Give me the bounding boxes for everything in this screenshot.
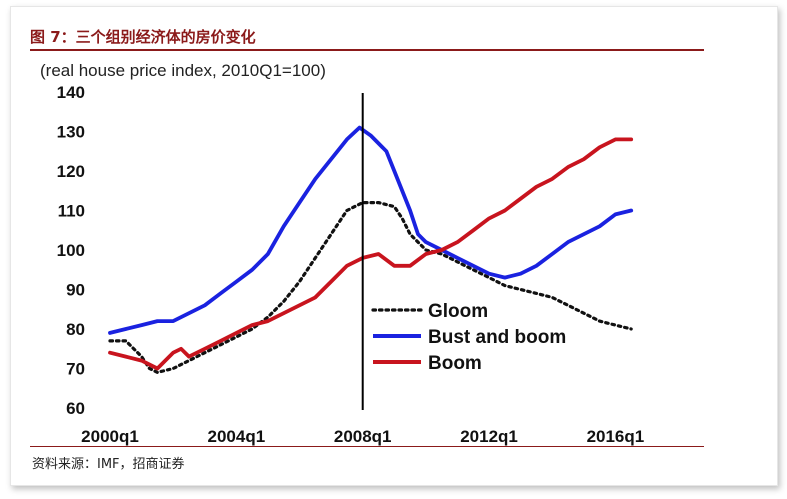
x-tick-label-2000q1: 2000q1 <box>81 427 139 446</box>
series-line-bust-and-boom <box>108 125 634 335</box>
y-tick-label-140: 140 <box>57 83 85 102</box>
y-tick-label-130: 130 <box>57 123 85 142</box>
y-tick-label-60: 60 <box>66 399 85 418</box>
y-tick-label-90: 90 <box>66 281 85 300</box>
series-line-gloom <box>108 201 633 374</box>
x-tick-label-2004q1: 2004q1 <box>208 427 266 446</box>
x-tick-label-2008q1: 2008q1 <box>334 427 392 446</box>
x-tick-label-2016q1: 2016q1 <box>587 427 645 446</box>
y-tick-label-120: 120 <box>57 162 85 181</box>
y-tick-label-70: 70 <box>66 360 85 379</box>
figure-title: 图 7：三个组别经济体的房价变化 <box>30 28 256 46</box>
title-divider <box>30 49 704 51</box>
y-axis: 60 70 80 90 100 110 120 130 140 <box>57 83 85 418</box>
legend-label-boom: Boom <box>428 353 482 374</box>
source-divider <box>30 446 704 447</box>
x-axis: 2000q1 2004q1 2008q1 2012q1 2016q1 <box>81 427 644 446</box>
y-tick-label-80: 80 <box>66 320 85 339</box>
y-axis-unit-label: (real house price index, 2010Q1=100) <box>40 61 326 80</box>
y-tick-label-100: 100 <box>57 241 85 260</box>
source-note: 资料来源：IMF，招商证券 <box>32 457 185 472</box>
figure-card <box>10 6 778 486</box>
legend-label-bust-and-boom: Bust and boom <box>428 327 566 348</box>
legend: Gloom Bust and boom Boom <box>371 301 566 374</box>
x-tick-label-2012q1: 2012q1 <box>460 427 518 446</box>
y-tick-label-110: 110 <box>58 202 85 221</box>
legend-label-gloom: Gloom <box>428 301 488 322</box>
